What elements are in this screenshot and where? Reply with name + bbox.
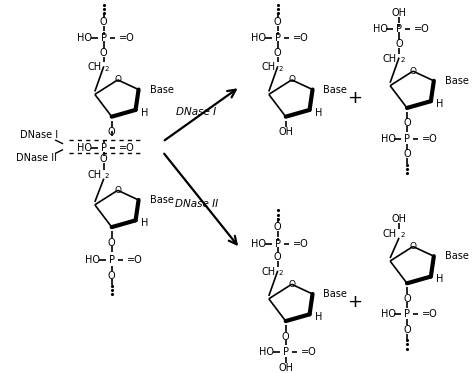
Text: O: O bbox=[403, 294, 411, 304]
Text: 2: 2 bbox=[400, 57, 404, 63]
Text: CH: CH bbox=[262, 62, 276, 72]
Text: H: H bbox=[141, 108, 148, 118]
Text: Base: Base bbox=[149, 85, 173, 94]
Text: O: O bbox=[403, 150, 411, 160]
Text: O: O bbox=[410, 67, 417, 76]
Text: O: O bbox=[403, 119, 411, 128]
Text: =O: =O bbox=[118, 33, 135, 43]
Text: HO: HO bbox=[381, 134, 396, 144]
Text: 2: 2 bbox=[279, 270, 283, 276]
Text: OH: OH bbox=[278, 363, 293, 373]
Text: =O: =O bbox=[127, 255, 142, 265]
Text: HO: HO bbox=[77, 143, 92, 153]
Text: P: P bbox=[101, 33, 107, 43]
Text: H: H bbox=[436, 99, 444, 109]
Text: HO: HO bbox=[381, 309, 396, 319]
Text: HO: HO bbox=[85, 255, 100, 265]
Text: CH: CH bbox=[383, 54, 397, 63]
Text: P: P bbox=[109, 255, 115, 265]
Text: O: O bbox=[274, 222, 282, 232]
Text: O: O bbox=[403, 325, 411, 335]
Text: HO: HO bbox=[251, 239, 266, 248]
Text: O: O bbox=[108, 238, 116, 248]
Text: O: O bbox=[274, 17, 282, 27]
Text: +: + bbox=[347, 293, 362, 311]
Text: Base: Base bbox=[323, 289, 347, 299]
Text: =O: =O bbox=[414, 25, 430, 34]
Text: O: O bbox=[100, 154, 108, 164]
Text: CH: CH bbox=[262, 267, 276, 277]
Text: P: P bbox=[283, 347, 289, 357]
Text: CH: CH bbox=[88, 62, 102, 72]
Text: O: O bbox=[410, 242, 417, 251]
Text: =O: =O bbox=[301, 347, 316, 357]
Text: H: H bbox=[315, 108, 322, 118]
Text: O: O bbox=[100, 17, 108, 27]
Text: O: O bbox=[114, 186, 121, 195]
Text: OH: OH bbox=[392, 8, 407, 18]
Text: P: P bbox=[275, 239, 281, 248]
Text: DNase II: DNase II bbox=[16, 153, 57, 163]
Text: 2: 2 bbox=[105, 173, 109, 179]
Text: CH: CH bbox=[383, 229, 397, 239]
Text: OH: OH bbox=[392, 214, 407, 225]
Text: 2: 2 bbox=[400, 232, 404, 238]
Text: Base: Base bbox=[445, 251, 469, 261]
Text: H: H bbox=[315, 312, 322, 322]
Text: O: O bbox=[100, 48, 108, 58]
Text: =O: =O bbox=[422, 309, 438, 319]
Text: HO: HO bbox=[77, 33, 92, 43]
Text: H: H bbox=[141, 218, 148, 228]
Text: HO: HO bbox=[251, 33, 266, 43]
Text: O: O bbox=[108, 127, 116, 137]
Text: Base: Base bbox=[445, 76, 469, 86]
Text: O: O bbox=[282, 332, 290, 342]
Text: =O: =O bbox=[118, 143, 135, 153]
Text: 2: 2 bbox=[279, 66, 283, 72]
Text: O: O bbox=[288, 75, 295, 84]
Text: O: O bbox=[114, 75, 121, 84]
Text: CH: CH bbox=[88, 170, 102, 180]
Text: =O: =O bbox=[292, 33, 309, 43]
Text: =O: =O bbox=[292, 239, 309, 248]
Text: Base: Base bbox=[323, 85, 347, 94]
Text: =O: =O bbox=[422, 134, 438, 144]
Text: +: + bbox=[347, 89, 362, 107]
Text: O: O bbox=[288, 280, 295, 289]
Text: Base: Base bbox=[149, 195, 173, 205]
Text: DNase I: DNase I bbox=[20, 130, 58, 140]
Text: P: P bbox=[404, 134, 410, 144]
Text: 2: 2 bbox=[105, 66, 109, 72]
Text: DNase I: DNase I bbox=[176, 107, 216, 117]
Text: HO: HO bbox=[373, 25, 388, 34]
Text: O: O bbox=[274, 48, 282, 58]
Text: P: P bbox=[396, 25, 402, 34]
Text: P: P bbox=[404, 309, 410, 319]
Text: O: O bbox=[274, 252, 282, 262]
Text: H: H bbox=[436, 275, 444, 285]
Text: O: O bbox=[108, 270, 116, 280]
Text: O: O bbox=[395, 39, 403, 49]
Text: P: P bbox=[275, 33, 281, 43]
Text: P: P bbox=[101, 143, 107, 153]
Text: OH: OH bbox=[278, 127, 293, 137]
Text: HO: HO bbox=[259, 347, 274, 357]
Text: DNase II: DNase II bbox=[175, 199, 218, 209]
